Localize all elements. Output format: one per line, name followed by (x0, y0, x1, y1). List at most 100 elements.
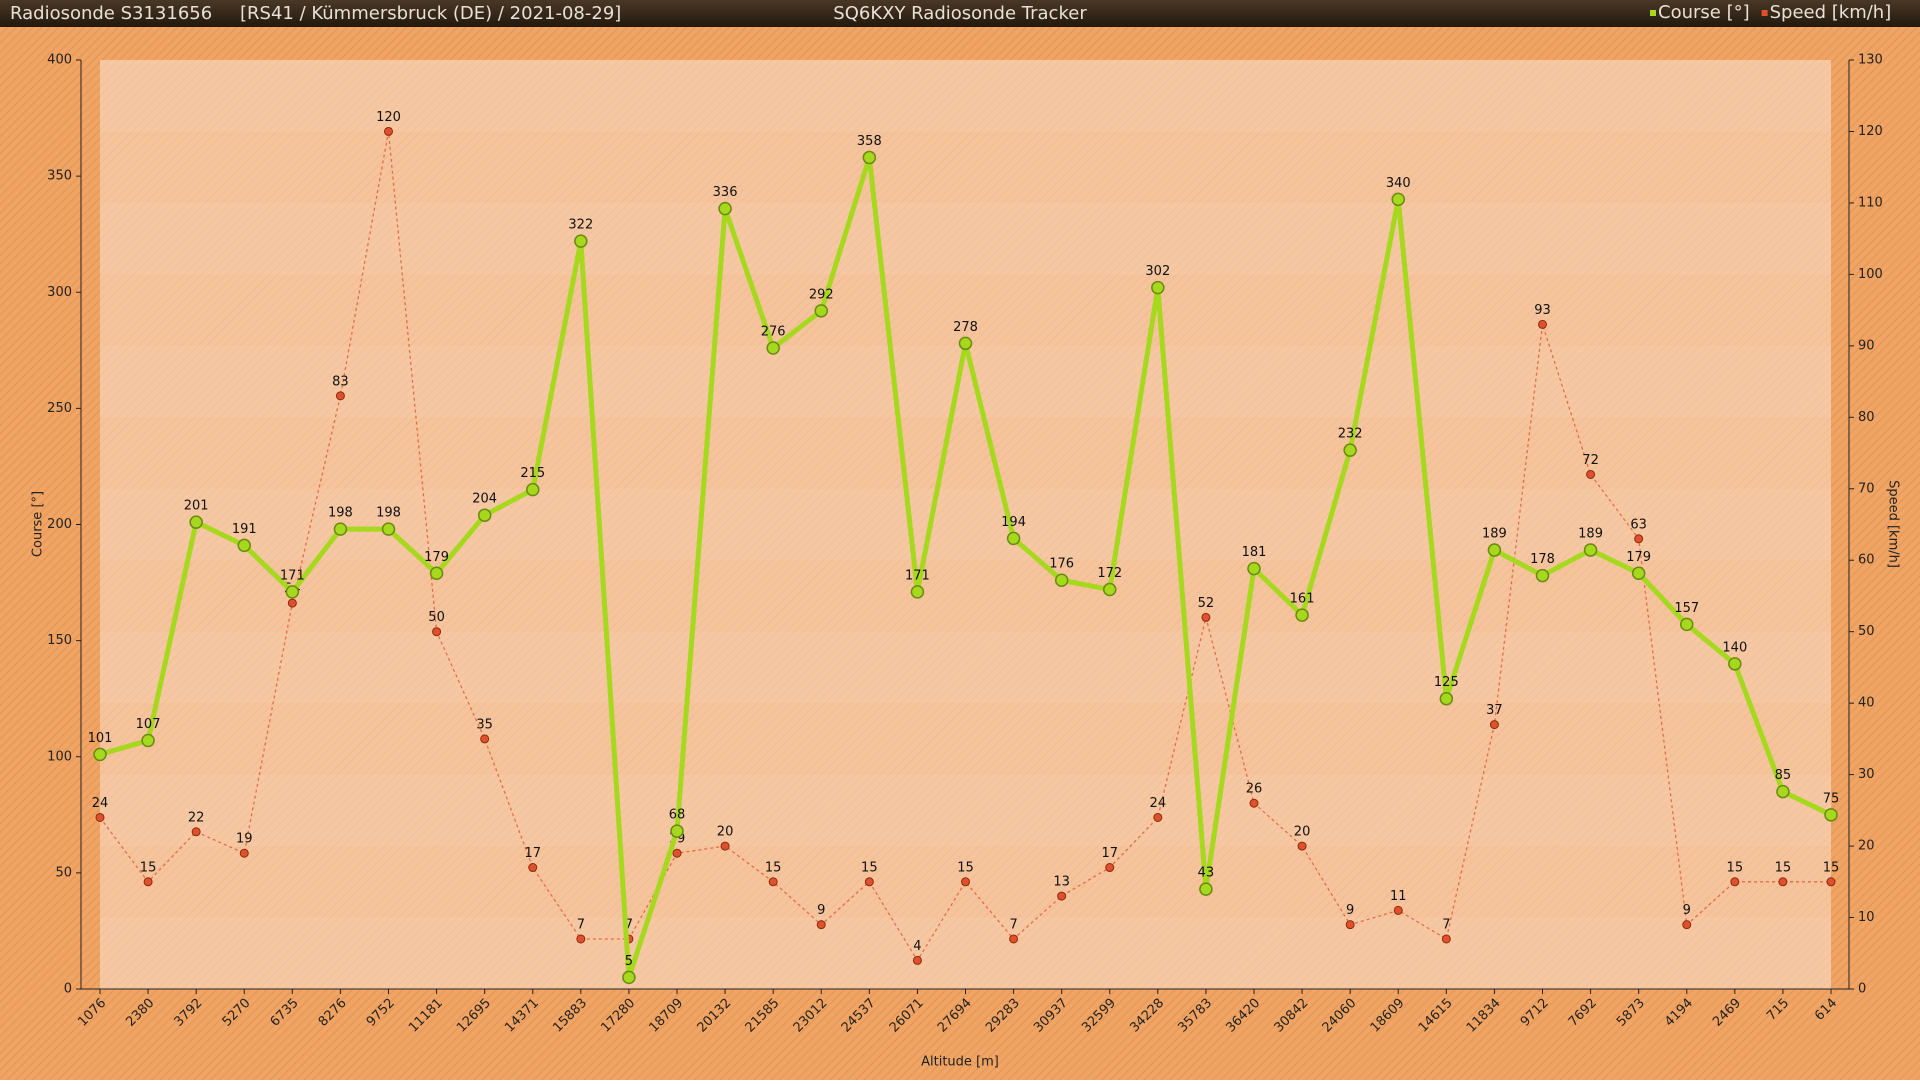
course-point (526, 482, 540, 497)
y-tick-label: 200 (47, 517, 72, 532)
speed-point (1634, 534, 1644, 544)
course-point (1631, 566, 1646, 581)
legend-label: Speed [km/h] (1770, 2, 1892, 23)
course-point (574, 234, 588, 248)
course-label: 5 (625, 954, 633, 969)
y-tick-label: 400 (47, 53, 72, 68)
course-label: 43 (1198, 866, 1215, 881)
speed-label: 9 (817, 903, 825, 918)
speed-point (1009, 934, 1019, 944)
speed-point (143, 877, 153, 887)
course-label: 171 (280, 568, 305, 583)
y2-tick-label: 90 (1858, 338, 1875, 353)
course-point (862, 150, 877, 165)
y2-tick-label: 110 (1858, 195, 1883, 210)
course-label: 336 (713, 185, 738, 200)
course-label: 191 (232, 522, 257, 537)
y2-tick-label: 20 (1858, 839, 1875, 854)
course-point (910, 585, 925, 599)
speed-label: 13 (1053, 875, 1070, 890)
course-label: 172 (1097, 566, 1122, 581)
course-label: 157 (1674, 601, 1699, 616)
course-point (189, 515, 203, 529)
header-bar (0, 0, 1920, 27)
speed-label: 9 (1683, 903, 1691, 918)
speed-label: 7 (577, 917, 585, 932)
course-label: 201 (184, 499, 209, 514)
course-label: 189 (1578, 527, 1603, 542)
course-point (1824, 808, 1838, 822)
course-point (718, 201, 732, 216)
course-label: 179 (424, 550, 449, 565)
course-label: 302 (1145, 264, 1170, 279)
course-label: 101 (88, 731, 113, 746)
speed-point (191, 827, 201, 837)
speed-point (1105, 863, 1115, 873)
y-tick-label: 0 (64, 982, 72, 997)
course-label: 176 (1049, 557, 1074, 572)
band (100, 60, 1831, 132)
speed-label: 19 (236, 832, 253, 847)
speed-point (384, 126, 393, 136)
speed-label: 7 (1009, 917, 1017, 932)
speed-point (864, 877, 874, 887)
y2-tick-label: 130 (1858, 53, 1883, 68)
header-left: Radiosonde S3131656 (10, 3, 212, 24)
speed-label: 120 (376, 110, 401, 125)
course-label: 107 (136, 717, 161, 732)
y2-tick-label: 50 (1858, 624, 1875, 639)
course-point (1343, 443, 1357, 457)
speed-point (1393, 905, 1403, 915)
course-point (1487, 543, 1502, 557)
y2-tick-label: 30 (1858, 767, 1875, 782)
speed-point (1586, 469, 1596, 479)
legend-swatch (1650, 10, 1656, 16)
x-axis-title: Altitude [m] (921, 1055, 999, 1070)
speed-point (1682, 920, 1692, 930)
speed-label: 50 (428, 610, 445, 625)
y-axis-title: Course [°] (31, 491, 46, 557)
course-point (958, 336, 973, 351)
course-label: 322 (568, 218, 593, 233)
y2-tick-label: 10 (1858, 910, 1875, 925)
speed-label: 4 (913, 939, 921, 954)
course-label: 198 (376, 506, 401, 521)
speed-point (1538, 319, 1547, 329)
course-point (622, 970, 636, 985)
speed-point (1826, 877, 1836, 887)
band (100, 345, 1831, 418)
speed-label: 72 (1582, 453, 1599, 468)
band (100, 774, 1831, 847)
course-label: 181 (1242, 545, 1267, 560)
course-label: 276 (761, 324, 786, 339)
course-label: 140 (1722, 640, 1747, 655)
course-point (333, 522, 348, 536)
course-point (1247, 561, 1261, 576)
speed-label: 15 (1727, 860, 1744, 875)
course-label: 68 (669, 808, 686, 823)
band (100, 488, 1831, 561)
course-point (477, 508, 492, 522)
speed-point (528, 863, 538, 873)
y2-tick-label: 100 (1858, 267, 1883, 282)
speed-label: 11 (1390, 889, 1407, 904)
course-label: 198 (328, 506, 353, 521)
y2-tick-label: 70 (1858, 481, 1875, 496)
speed-point (480, 734, 490, 744)
speed-point (1441, 934, 1451, 944)
y-tick-label: 250 (47, 401, 72, 416)
speed-point (576, 934, 586, 944)
y2-tick-label: 120 (1858, 124, 1883, 139)
band (100, 202, 1831, 275)
course-point (1199, 882, 1213, 896)
chart-title: SQ6KXY Radiosonde Tracker (833, 3, 1087, 24)
band (100, 631, 1831, 704)
speed-label: 15 (1775, 860, 1792, 875)
speed-point (1249, 798, 1259, 808)
speed-label: 15 (861, 860, 878, 875)
course-point (93, 747, 107, 762)
course-point (429, 566, 444, 581)
speed-label: 22 (188, 810, 205, 825)
speed-label: 63 (1630, 517, 1647, 532)
speed-label: 35 (476, 717, 493, 732)
